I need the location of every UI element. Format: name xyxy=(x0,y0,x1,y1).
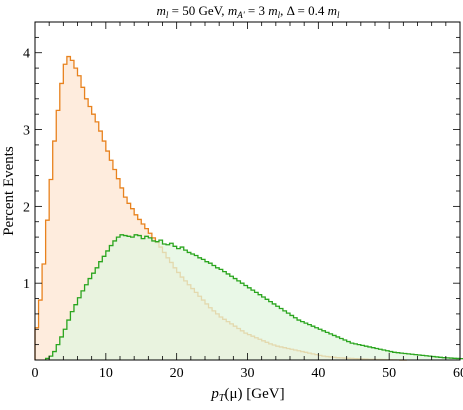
histogram-series-2 xyxy=(44,234,463,360)
x-axis-label: pT(μ) [GeV] xyxy=(210,386,284,404)
y-tick-label: 2 xyxy=(23,200,30,215)
x-tick-label: 20 xyxy=(170,366,184,381)
y-tick-label: 1 xyxy=(23,277,30,292)
x-tick-label: 30 xyxy=(241,366,255,381)
tick-layer: 0 10 20 30 40 50 60 1 2 3 4 xyxy=(23,21,463,381)
y-axis-label: Percent Events xyxy=(1,146,17,236)
chart-title: ml = 50 GeV, mA' = 3 ml, Δ = 0.4 ml xyxy=(156,3,340,20)
x-tick-label: 10 xyxy=(99,366,113,381)
series-layer xyxy=(34,55,463,361)
histogram-area-2 xyxy=(45,234,463,360)
x-tick-label: 0 xyxy=(32,366,39,381)
y-tick-label: 4 xyxy=(23,47,30,62)
x-tick-label: 50 xyxy=(382,366,396,381)
y-tick-label: 3 xyxy=(23,124,30,139)
x-tick-label: 40 xyxy=(311,366,325,381)
histogram-step-line-2 xyxy=(44,234,463,360)
x-tick-label: 60 xyxy=(453,366,463,381)
